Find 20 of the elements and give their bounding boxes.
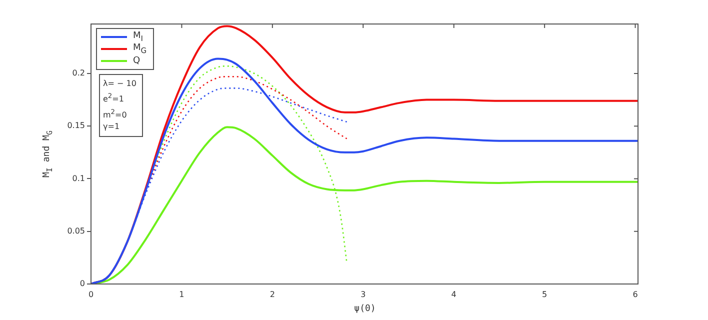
- y-tick-label: 0.15: [67, 121, 85, 130]
- annotation: m$^{2}$=0: [103, 106, 128, 122]
- x-tick-label: 6: [632, 290, 638, 299]
- x-tick-label: 3: [360, 290, 366, 299]
- legend-label: M$_{I}$: [133, 31, 143, 43]
- y-tick-label: 0.05: [67, 226, 85, 236]
- y-tick-label: 0: [80, 279, 85, 288]
- legend-label: M$_{G}$: [133, 43, 147, 55]
- annotation: γ=1: [103, 121, 121, 134]
- legend-label: Q: [133, 56, 140, 66]
- x-axis-title: ψ(0): [353, 304, 377, 314]
- x-tick-label: 5: [542, 290, 548, 299]
- x-tick-label: 0: [88, 290, 94, 299]
- y-tick-label: 0.1: [72, 174, 85, 183]
- y-tick-label: 0.2: [72, 68, 85, 78]
- x-tick-label: 1: [179, 290, 184, 299]
- annotation: λ= − 10: [103, 78, 136, 90]
- annotation: e$^{2}$=1: [103, 91, 125, 106]
- x-tick-label: 4: [451, 290, 456, 299]
- x-tick-label: 2: [270, 290, 275, 299]
